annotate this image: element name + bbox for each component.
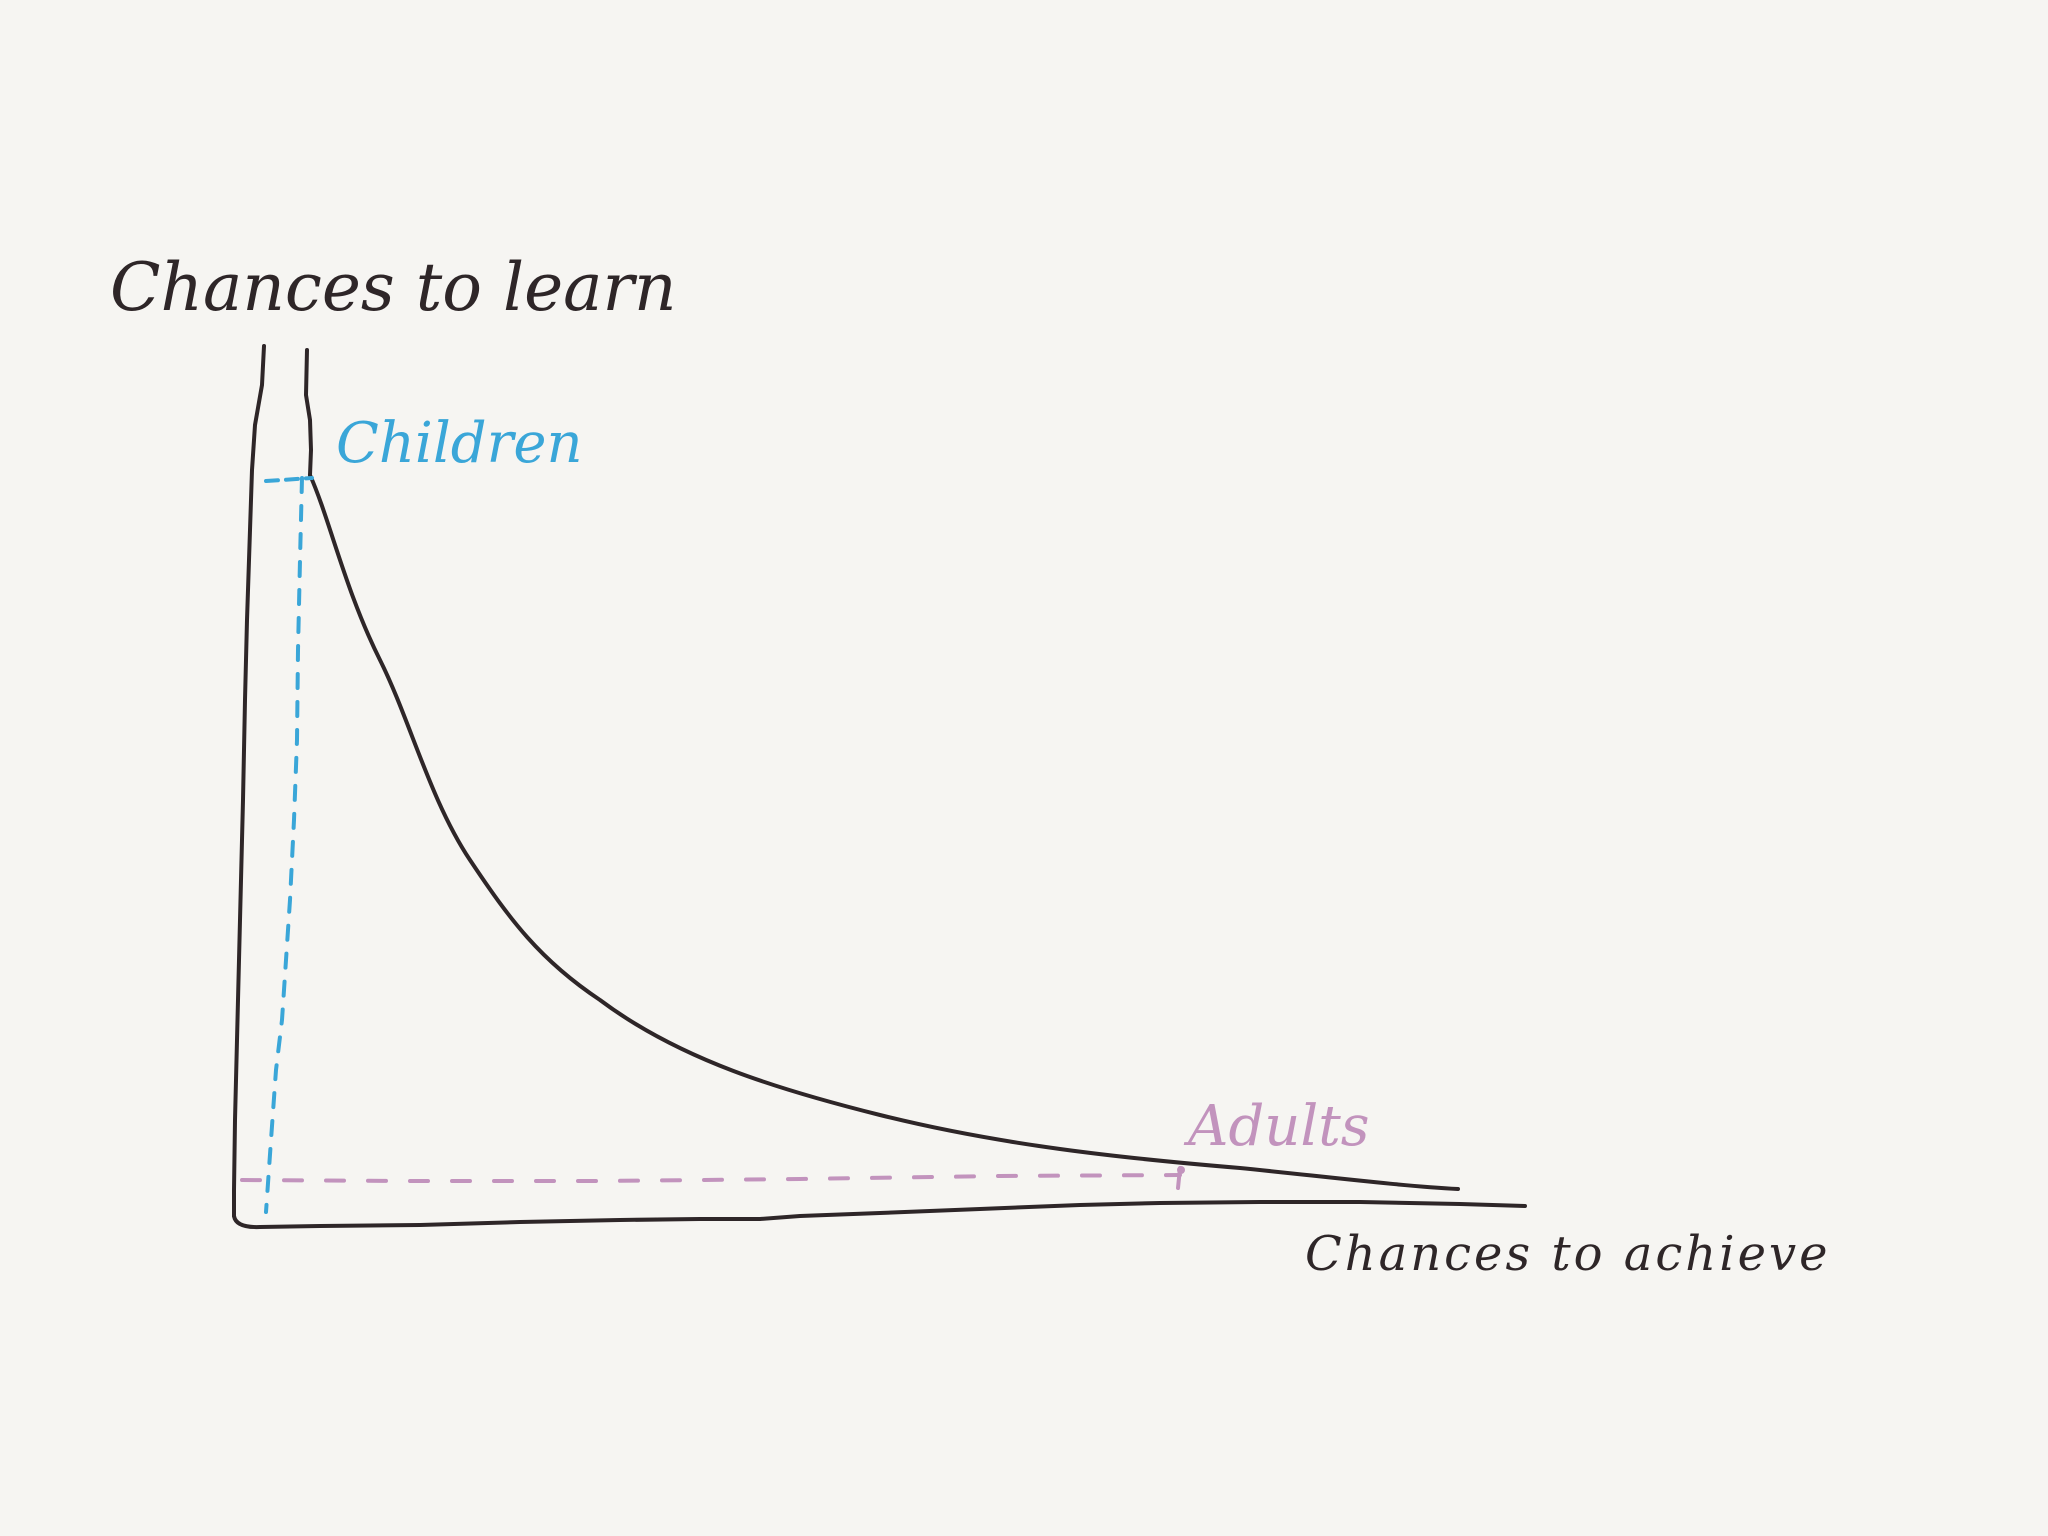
y-axis-title: Chances to learn — [110, 249, 677, 326]
children-label: Children — [336, 411, 583, 476]
learning-curve — [308, 473, 1460, 1191]
x-axis-line — [232, 1200, 1527, 1230]
children-horizontal-guide — [264, 476, 314, 483]
x-axis-title: Chances to achieve — [1305, 1226, 1831, 1282]
adults-label: Adults — [1183, 1094, 1370, 1159]
adults-horizontal-guide — [240, 1173, 1182, 1183]
y-axis-inner-stroke — [303, 348, 314, 477]
y-axis-line — [232, 344, 266, 1218]
children-vertical-guide — [264, 476, 304, 1214]
adults-point-marker — [1177, 1166, 1185, 1174]
